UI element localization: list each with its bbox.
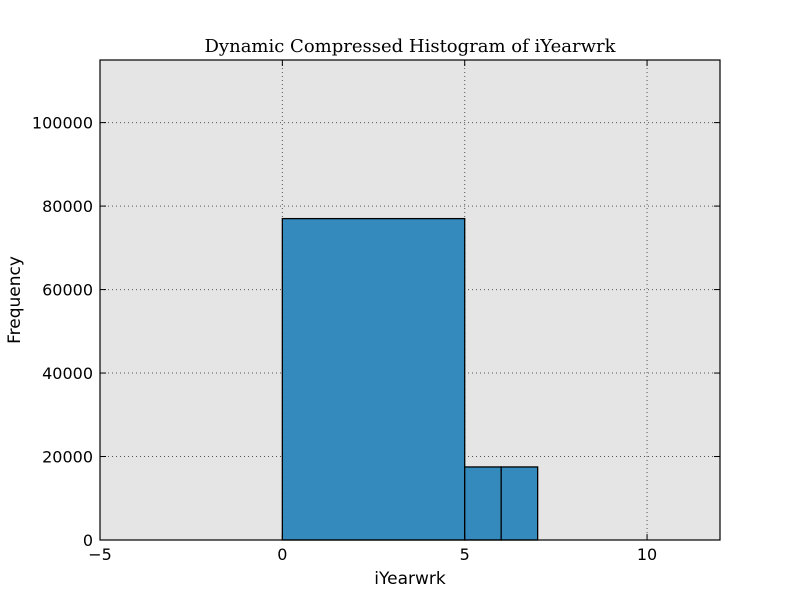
y-tick-label-5: 100000 bbox=[32, 114, 93, 133]
chart-title: Dynamic Compressed Histogram of iYearwrk bbox=[205, 36, 617, 57]
y-tick-label-1: 20000 bbox=[42, 448, 93, 467]
y-axis-label: Frequency bbox=[5, 256, 25, 344]
x-axis-label: iYearwrk bbox=[374, 569, 446, 589]
plot-frame bbox=[99, 59, 721, 541]
y-tick-label-2: 40000 bbox=[42, 364, 93, 383]
histogram-bar-0 bbox=[281, 217, 466, 541]
bars bbox=[281, 217, 539, 541]
x-tick-label-0: −5 bbox=[88, 545, 112, 564]
x-tick-label-3: 10 bbox=[637, 545, 657, 564]
y-tick-label-3: 60000 bbox=[42, 281, 93, 300]
x-tick-label-1: 0 bbox=[277, 545, 287, 564]
x-tick-label-2: 5 bbox=[460, 545, 470, 564]
y-tick-label-4: 80000 bbox=[42, 197, 93, 216]
y-tick-label-0: 0 bbox=[83, 531, 93, 550]
histogram-bar-2 bbox=[500, 466, 539, 541]
histogram-bar-1 bbox=[464, 466, 502, 541]
